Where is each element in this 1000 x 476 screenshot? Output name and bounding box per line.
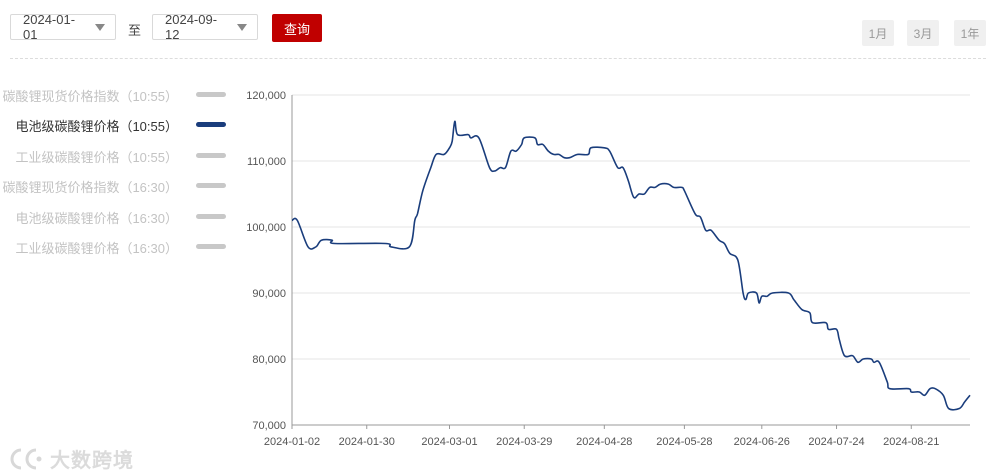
chevron-down-icon: [95, 23, 105, 31]
y-tick-label: 100,000: [246, 222, 286, 234]
legend-item-industrial-grade-1630[interactable]: 工业级碳酸锂价格（16:30）: [0, 235, 240, 265]
y-tick-label: 110,000: [247, 156, 286, 168]
range-3-months-button[interactable]: 3月: [907, 20, 939, 46]
start-date-select[interactable]: 2024-01-01: [10, 12, 116, 42]
logo-icon: [10, 448, 42, 469]
legend-label: 电池级碳酸锂价格（16:30）: [15, 210, 178, 226]
legend-item-spot-index-1055[interactable]: 碳酸锂现货价格指数（10:55）: [0, 83, 240, 113]
range-1-year-button[interactable]: 1年: [954, 20, 986, 46]
range-1-month-button[interactable]: 1月: [862, 20, 894, 46]
x-tick-label: 2024-03-01: [421, 436, 477, 448]
legend-item-industrial-grade-1055[interactable]: 工业级碳酸锂价格（10:55）: [0, 144, 240, 174]
x-tick-label: 2024-07-24: [808, 436, 864, 448]
x-tick-label: 2024-08-21: [883, 436, 939, 448]
legend-swatch: [196, 183, 226, 189]
watermark-text: 大数跨境: [50, 450, 134, 472]
legend-label: 工业级碳酸锂价格（10:55）: [15, 149, 178, 165]
legend-swatch: [196, 122, 226, 128]
legend-swatch: [196, 243, 226, 249]
x-tick-label: 2024-01-30: [339, 436, 395, 448]
series-line-battery-grade-1055: [291, 120, 971, 411]
x-tick-label: 2024-01-02: [264, 436, 320, 448]
series-legend: 碳酸锂现货价格指数（10:55） 电池级碳酸锂价格（10:55） 工业级碳酸锂价…: [0, 83, 240, 265]
date-range-separator: 至: [128, 23, 142, 38]
legend-item-battery-grade-1055[interactable]: 电池级碳酸锂价格（10:55）: [0, 113, 240, 143]
chevron-down-icon: [237, 23, 247, 31]
y-tick-label: 80,000: [252, 354, 286, 366]
x-tick-label: 2024-04-28: [576, 436, 632, 448]
end-date-value: 2024-09-12: [165, 12, 218, 42]
legend-item-battery-grade-1630[interactable]: 电池级碳酸锂价格（16:30）: [0, 205, 240, 235]
x-tick-label: 2024-05-28: [656, 436, 712, 448]
legend-swatch: [196, 213, 226, 219]
x-tick-label: 2024-06-26: [734, 436, 790, 448]
legend-swatch: [196, 152, 226, 158]
legend-label: 碳酸锂现货价格指数（16:30）: [2, 180, 178, 196]
y-tick-label: 70,000: [252, 420, 286, 432]
x-tick-label: 2024-03-29: [496, 436, 552, 448]
legend-label: 电池级碳酸锂价格（10:55）: [15, 119, 178, 135]
header-divider: [10, 58, 986, 59]
legend-label: 工业级碳酸锂价格（16:30）: [15, 240, 178, 256]
legend-item-spot-index-1630[interactable]: 碳酸锂现货价格指数（16:30）: [0, 174, 240, 204]
legend-label: 碳酸锂现货价格指数（10:55）: [2, 89, 178, 104]
watermark: 大数跨境: [8, 444, 134, 473]
legend-swatch: [196, 92, 226, 97]
query-button[interactable]: 查询: [272, 14, 322, 42]
y-tick-label: 90,000: [252, 288, 286, 300]
end-date-select[interactable]: 2024-09-12: [152, 12, 258, 42]
start-date-value: 2024-01-01: [23, 12, 76, 42]
y-tick-label: 120,000: [246, 90, 286, 102]
